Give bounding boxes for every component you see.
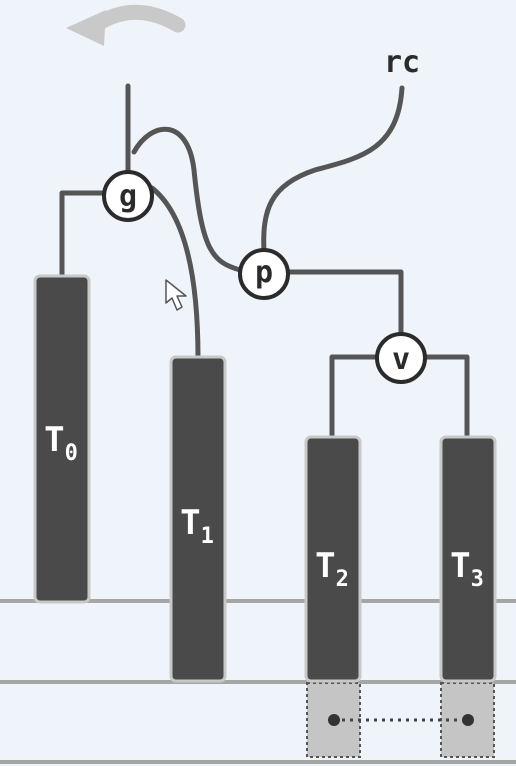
node-p[interactable]: p [238, 248, 290, 300]
edge-v-t3 [419, 354, 470, 443]
edge-g-p [131, 126, 243, 273]
bar-t1-sub: 1 [201, 524, 214, 549]
svg-text:T1: T1 [180, 503, 214, 549]
mouse-pointer-icon [165, 279, 187, 311]
edge-g-t0 [59, 190, 111, 281]
bar-t1-label: T [180, 503, 200, 543]
bar-t0-label: T [44, 420, 64, 460]
node-v-label: v [392, 342, 410, 377]
bar-t3[interactable]: T3 [439, 435, 497, 683]
bar-t0-sub: 0 [65, 441, 78, 466]
bar-t2-label: T [315, 546, 335, 586]
bar-t1[interactable]: T1 [169, 355, 227, 683]
node-v[interactable]: v [375, 332, 427, 384]
edges [59, 83, 470, 443]
node-g-label: g [119, 179, 137, 214]
slot-dot-t3 [462, 714, 474, 726]
slot-dot-t2 [328, 714, 340, 726]
edge-rc-p [261, 85, 405, 255]
edge-g-t1 [149, 185, 201, 361]
root-label: rc [384, 45, 420, 80]
edge-p-v [285, 269, 404, 338]
svg-text:T3: T3 [450, 546, 484, 592]
bar-t2-sub: 2 [336, 567, 349, 592]
bar-t0[interactable]: T0 [33, 274, 91, 604]
svg-text:T0: T0 [44, 420, 78, 466]
edge-v-t2 [329, 354, 383, 443]
bar-t3-label: T [450, 546, 470, 586]
node-p-label: p [255, 255, 273, 290]
curved-arrow-left-icon[interactable] [66, 4, 186, 46]
bar-t3-sub: 3 [471, 567, 484, 592]
svg-text:T2: T2 [315, 546, 349, 592]
node-g[interactable]: g [102, 170, 154, 222]
bar-t2[interactable]: T2 [304, 435, 362, 683]
